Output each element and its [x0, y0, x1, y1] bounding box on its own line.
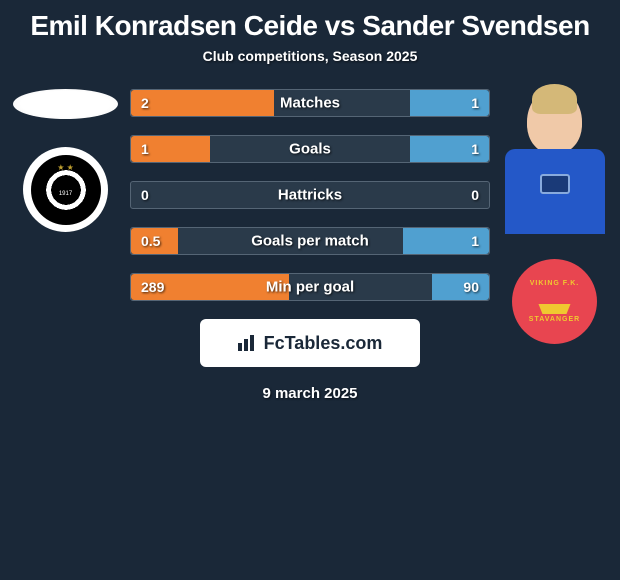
- chart-icon: [238, 335, 258, 351]
- badge-stars-icon: ★ ★: [57, 163, 74, 172]
- left-column: ★ ★ 1917: [8, 89, 123, 232]
- page-title: Emil Konradsen Ceide vs Sander Svendsen: [0, 0, 620, 48]
- badge-year: 1917: [59, 191, 72, 197]
- stat-row: 1 1 Goals: [130, 135, 490, 163]
- stat-label: Hattricks: [278, 187, 342, 204]
- viking-text-bottom: STAVANGER: [529, 316, 580, 323]
- stat-value-right: 90: [463, 279, 479, 295]
- stat-value-left: 0.5: [141, 233, 160, 249]
- footer-date: 9 march 2025: [0, 385, 620, 402]
- player-head: [527, 89, 582, 154]
- stat-value-right: 1: [471, 233, 479, 249]
- rosenborg-badge: ★ ★ 1917: [31, 155, 101, 225]
- stat-value-left: 0: [141, 187, 149, 203]
- stat-value-right: 1: [471, 95, 479, 111]
- stat-value-left: 2: [141, 95, 149, 111]
- stat-label: Goals per match: [251, 233, 369, 250]
- stat-row: 2 1 Matches: [130, 89, 490, 117]
- right-column: VIKING F.K. STAVANGER: [497, 89, 612, 344]
- stat-bar-right: [432, 274, 489, 300]
- page-subtitle: Club competitions, Season 2025: [0, 48, 620, 89]
- stat-value-left: 289: [141, 279, 164, 295]
- stat-row: 0.5 1 Goals per match: [130, 227, 490, 255]
- viking-ship-icon: [534, 289, 574, 314]
- viking-badge: VIKING F.K. STAVANGER: [529, 280, 580, 323]
- stat-label: Goals: [289, 141, 331, 158]
- footer-brand-text: FcTables.com: [264, 333, 383, 354]
- player-hair: [532, 84, 577, 114]
- stat-value-right: 0: [471, 187, 479, 203]
- stat-value-right: 1: [471, 141, 479, 157]
- stat-value-left: 1: [141, 141, 149, 157]
- viking-text-top: VIKING F.K.: [529, 280, 580, 287]
- stat-row: 289 90 Min per goal: [130, 273, 490, 301]
- right-club-logo: VIKING F.K. STAVANGER: [512, 259, 597, 344]
- jersey-crest-icon: [540, 174, 570, 194]
- stats-block: 2 1 Matches 1 1 Goals 0 0 Hattricks 0.5 1 Goals per…: [130, 89, 490, 301]
- left-club-logo: ★ ★ 1917: [23, 147, 108, 232]
- player-jersey: [505, 149, 605, 234]
- left-player-photo: [13, 89, 118, 119]
- stat-bar-left: [131, 90, 274, 116]
- stat-label: Min per goal: [266, 279, 354, 296]
- stat-label: Matches: [280, 95, 340, 112]
- footer-brand-badge: FcTables.com: [200, 319, 420, 367]
- right-player-photo: [505, 89, 605, 239]
- stat-row: 0 0 Hattricks: [130, 181, 490, 209]
- comparison-content: ★ ★ 1917 VIKING F.K. STAVANGER 21Matches…: [0, 89, 620, 301]
